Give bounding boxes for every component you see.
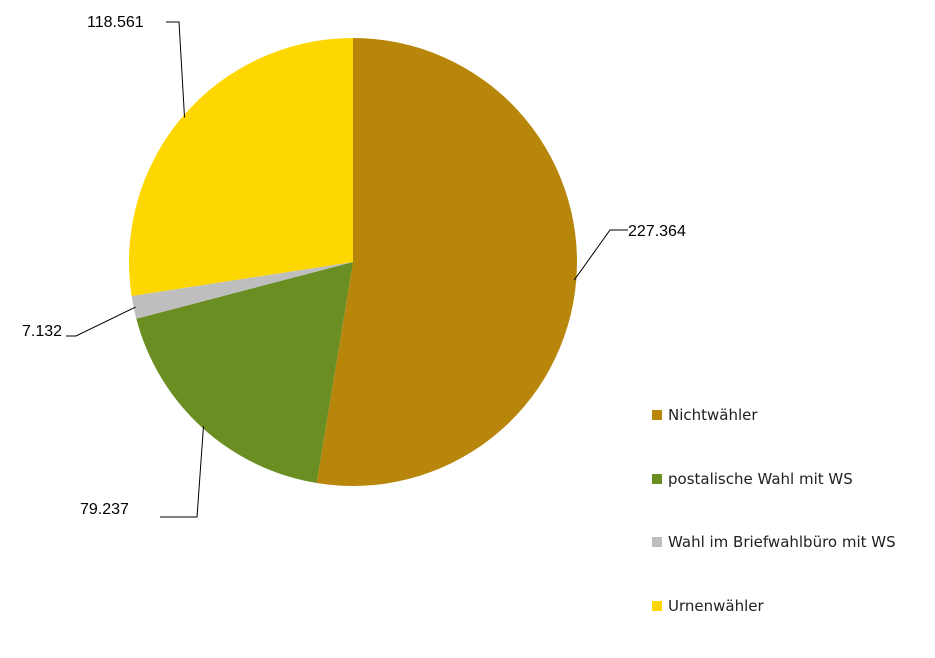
legend-label: Wahl im Briefwahlbüro mit WS (668, 533, 896, 551)
legend: Nichtwähler postalische Wahl mit WS Wahl… (652, 404, 935, 658)
data-label-3: 7.132 (22, 323, 62, 340)
pie-slice-2 (136, 262, 353, 484)
pie-slice-4 (129, 38, 353, 297)
leader-line-3 (66, 306, 136, 337)
leader-line-4 (166, 21, 186, 118)
pie-chart: 227.364 79.237 7.132 118.561 (22, 14, 686, 518)
data-label-4: 118.561 (87, 14, 144, 31)
legend-item-urnenwaehler: Urnenwähler (652, 595, 935, 617)
data-label-1: 227.364 (628, 223, 686, 240)
legend-label: postalische Wahl mit WS (668, 469, 853, 488)
leader-lines (66, 21, 628, 518)
data-labels: 227.364 79.237 7.132 118.561 (22, 14, 686, 518)
legend-swatch (652, 473, 662, 484)
leader-line-2 (160, 426, 204, 518)
legend-item-postalische-wahl: postalische Wahl mit WS (652, 468, 935, 490)
legend-item-nichtwaehler: Nichtwähler (652, 404, 935, 426)
legend-swatch (652, 600, 662, 611)
legend-label: Urnenwähler (668, 596, 764, 615)
legend-swatch (652, 537, 662, 547)
pie-slice-1 (316, 38, 577, 486)
data-label-2: 79.237 (80, 501, 129, 518)
legend-swatch (652, 410, 662, 420)
leader-line-1 (573, 229, 628, 281)
pie-slice-3 (131, 262, 353, 319)
legend-item-briefwahlbuero: Wahl im Briefwahlbüro mit WS (652, 531, 935, 553)
pie-slices (129, 38, 577, 486)
legend-label: Nichtwähler (668, 406, 758, 424)
